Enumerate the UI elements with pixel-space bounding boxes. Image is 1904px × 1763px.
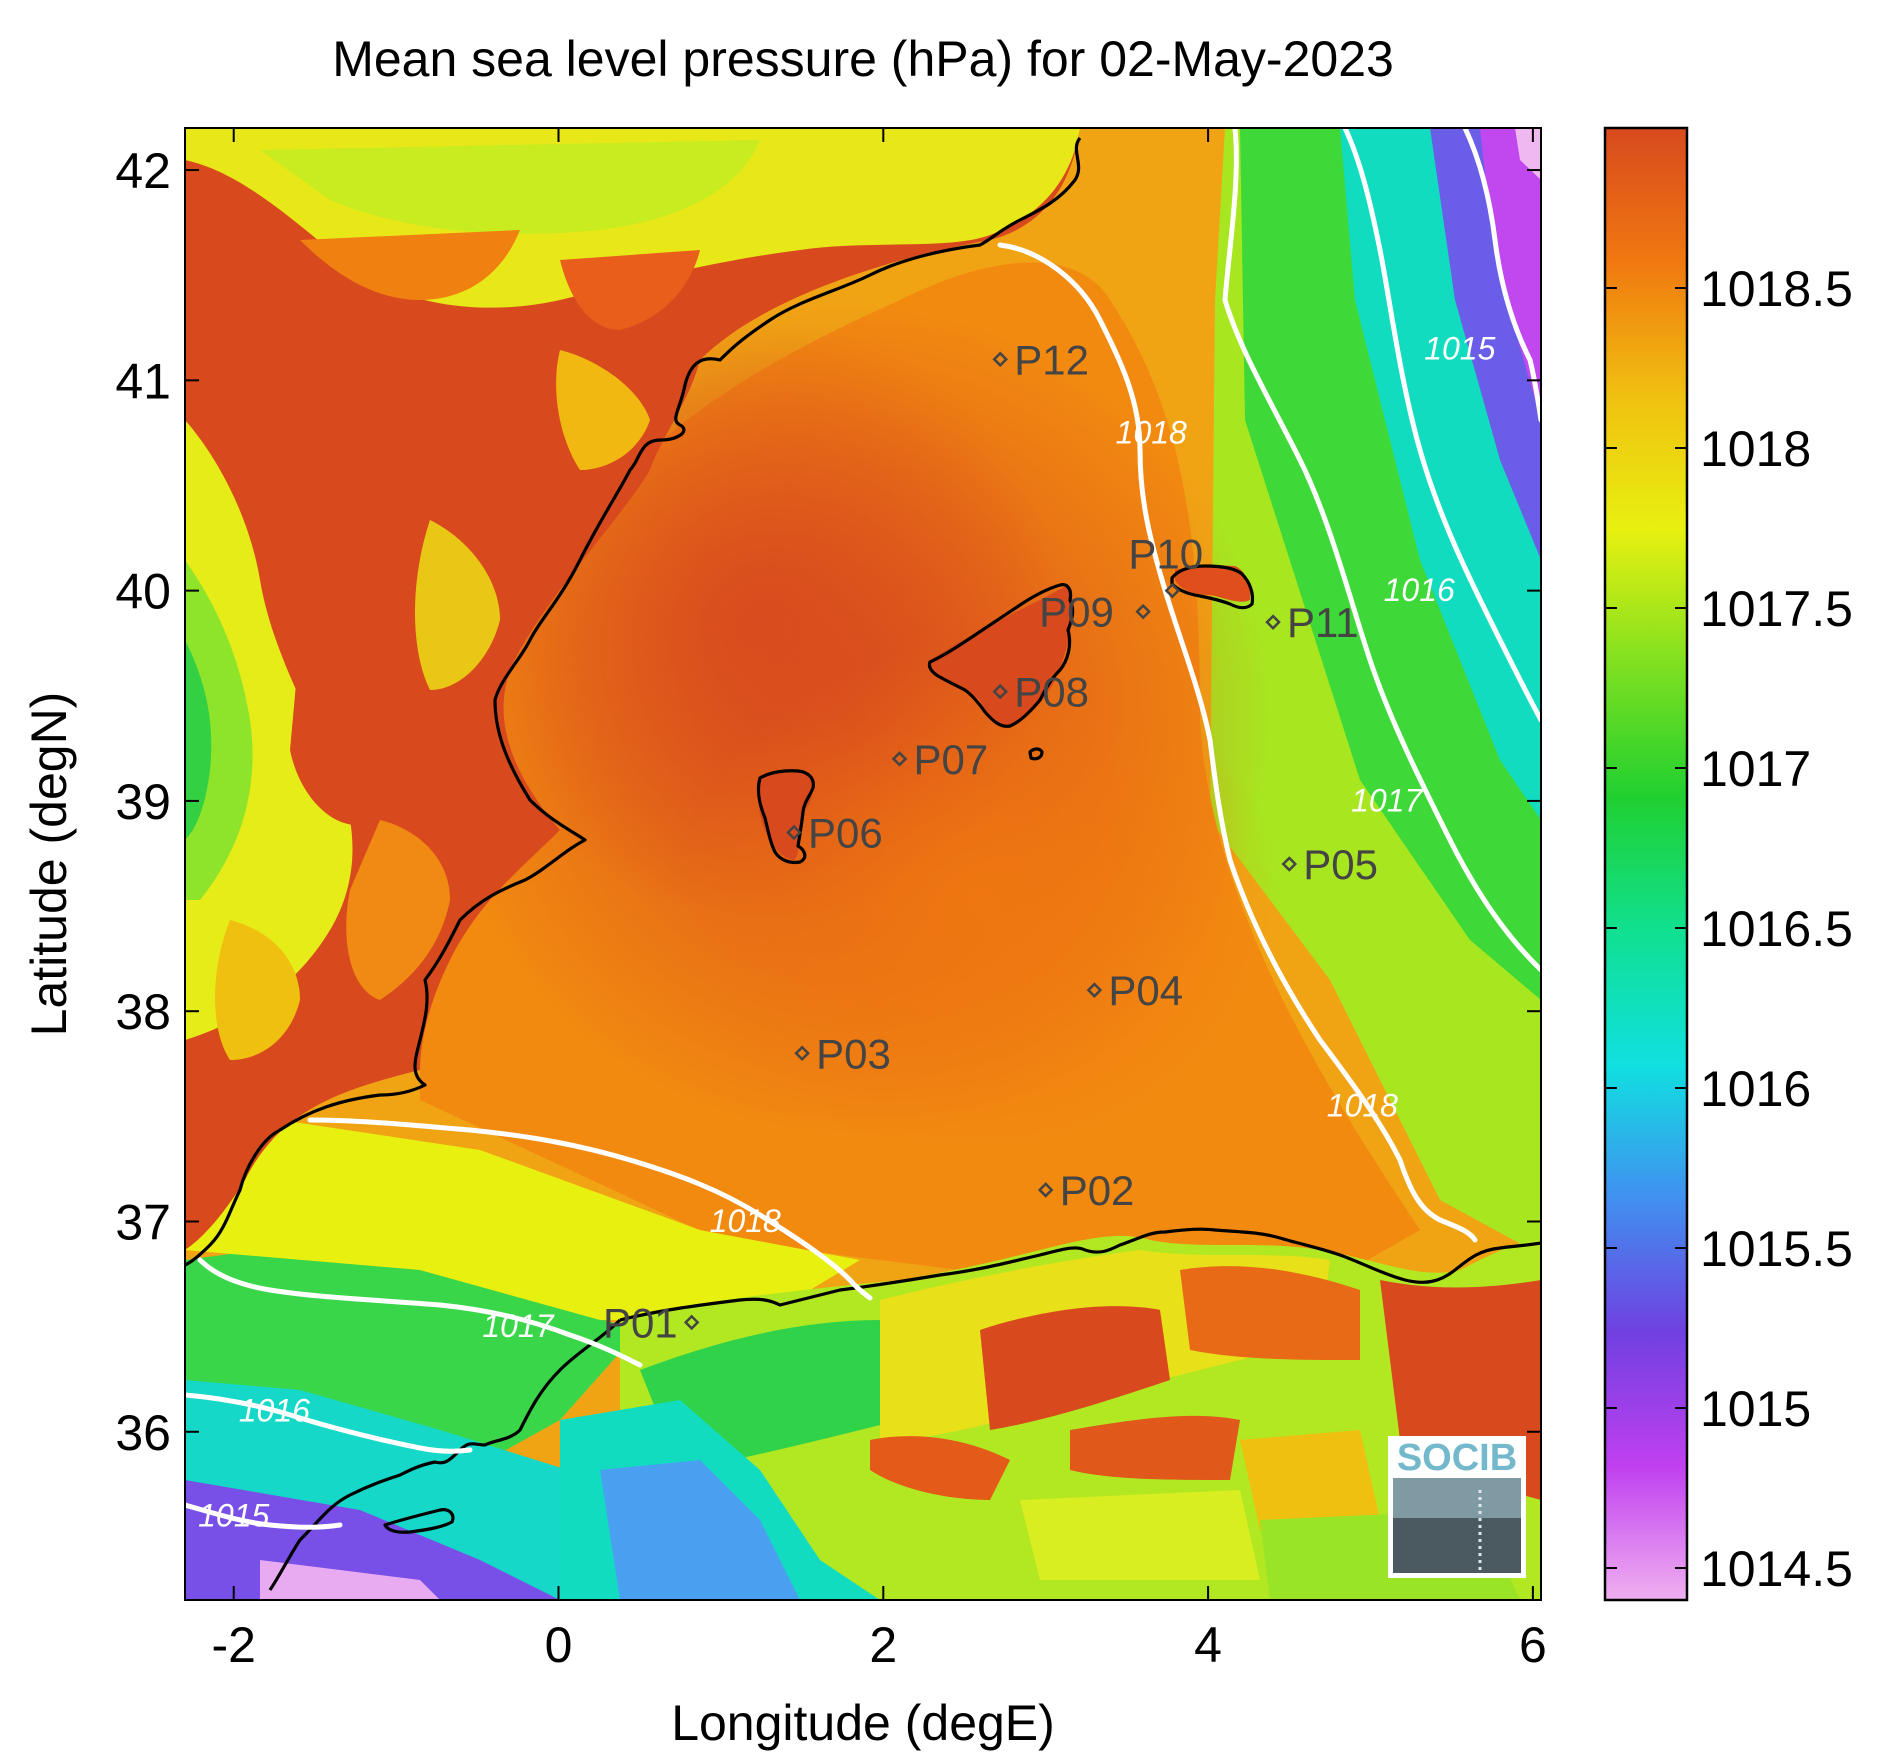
y-tick-label: 41 [115,353,171,409]
colorbar [1605,128,1687,1600]
x-tick-label: 0 [545,1617,573,1673]
y-tick-label: 37 [115,1194,171,1250]
x-tick-label: 2 [869,1617,897,1673]
y-tick-label: 42 [115,143,171,199]
contour-label: 1015 [198,1497,269,1533]
station-label: P01 [603,1299,678,1346]
station-marker [992,683,1008,700]
contour-label: 1018 [1327,1087,1398,1123]
y-tick-label: 39 [115,774,171,830]
x-axis: -2 0 2 4 6 [211,128,1547,1673]
colorbar-tick-label: 1015.5 [1700,1221,1853,1277]
station-marker [1281,856,1298,872]
station-label: P04 [1108,967,1183,1014]
colorbar-tick-label: 1018 [1700,421,1811,477]
station-label: P08 [1014,669,1089,716]
station-marker [794,1045,810,1062]
contour-label: 1018 [1116,414,1187,450]
colorbar-tick-label: 1015 [1700,1381,1811,1437]
station-label: P06 [808,809,883,856]
contour-label: 1017 [1351,782,1423,818]
station-label: P12 [1014,336,1089,383]
station-marker [1037,1182,1054,1198]
chart-title: Mean sea level pressure (hPa) for 02-May… [332,31,1394,87]
contour-label: 1017 [482,1308,554,1344]
station-marker [1265,614,1281,630]
x-tick-label: 6 [1519,1617,1547,1673]
colorbar-tick-label: 1018.5 [1700,261,1853,317]
socib-logo: SOCIB [1388,1436,1526,1578]
coastline [185,136,1541,1591]
contour-labels: 1015 1016 1017 1018 1018 1018 1017 1016 1015 [198,330,1495,1533]
y-tick-label: 38 [115,984,171,1040]
y-axis: 36 37 38 39 40 41 42 [115,143,1541,1461]
colorbar-tick-label: 1014.5 [1700,1541,1853,1597]
station-label: P09 [1039,589,1114,636]
x-tick-label: 4 [1194,1617,1222,1673]
station-label: P03 [816,1030,891,1077]
colorbar-frame [1603,126,1689,1602]
station-marker [1135,603,1151,620]
station-marker [891,751,908,767]
station-marker [992,351,1008,368]
station-markers: P01 P02 P03 P04 P05 P06 P07 P08 P09 P10 P11 P12 [603,336,1378,1346]
station-label: P02 [1060,1167,1135,1214]
y-tick-label: 36 [115,1405,171,1461]
station-label: P05 [1303,841,1378,888]
colorbar-tick-label: 1016 [1700,1061,1811,1117]
station-marker [1164,582,1181,599]
contour-label: 1015 [1424,330,1495,366]
y-axis-label: Latitude (degN) [21,692,77,1037]
colorbar-tick-label: 1017.5 [1700,581,1853,637]
station-label: P07 [914,736,989,783]
contour-label: 1018 [710,1203,781,1239]
station-marker [786,824,802,841]
pressure-field: 1015 1016 1017 1018 1018 1018 1017 1016 1015 P01… [185,128,1541,1600]
isobars [185,128,1541,1530]
station-label: P10 [1128,531,1203,578]
station-marker [1086,982,1103,998]
contour-label: 1016 [1384,572,1455,608]
x-axis-label: Longitude (degE) [671,1695,1055,1751]
colorbar-tick-label: 1016.5 [1700,901,1853,957]
contour-label: 1016 [239,1392,310,1428]
colorbar-tick-label: 1017 [1700,741,1811,797]
x-tick-label: -2 [211,1617,255,1673]
map-frame [184,127,1542,1601]
colorbar-ticks: 1014.5 1015 1015.5 1016 1016.5 1017 1017.5 1018… [1605,261,1853,1597]
logo-text: SOCIB [1397,1437,1517,1479]
y-tick-label: 40 [115,564,171,620]
station-label: P11 [1287,599,1359,646]
station-marker [683,1314,700,1331]
